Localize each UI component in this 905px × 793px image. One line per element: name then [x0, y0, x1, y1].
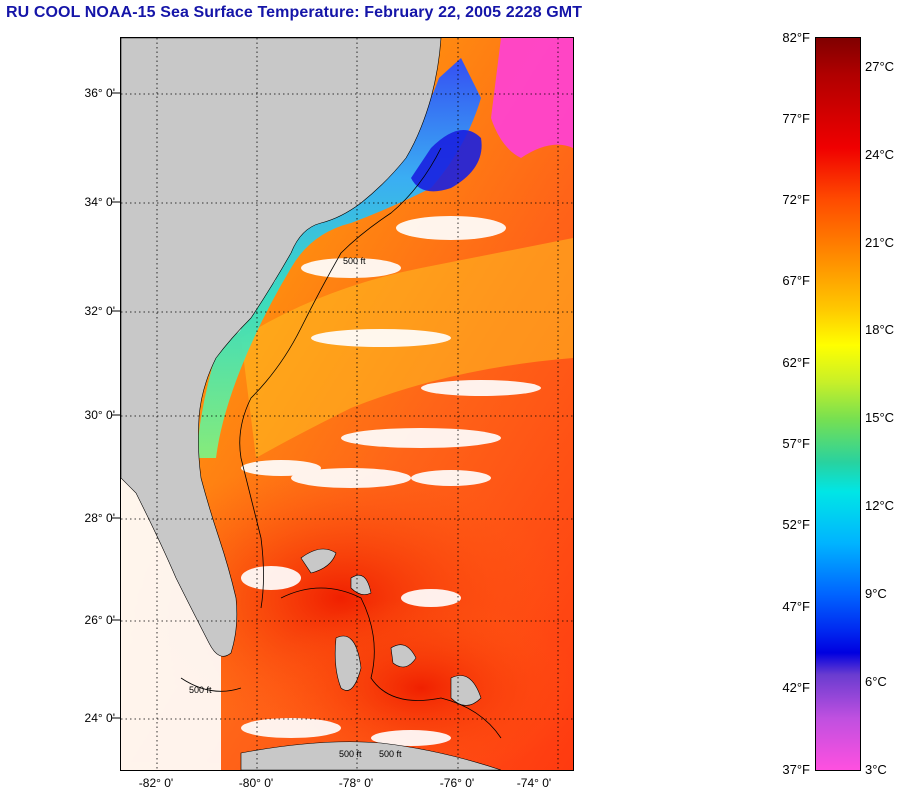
- land-mainland: [121, 38, 442, 657]
- colorbar-fahrenheit-label: 42°F: [782, 680, 810, 695]
- lon-label: -80° 0': [238, 776, 274, 790]
- colorbar-celsius-label: 24°C: [865, 147, 895, 162]
- warm-band: [241, 238, 573, 458]
- temperature-colorbar: [815, 37, 861, 771]
- colorbar-fahrenheit-label: 72°F: [782, 192, 810, 207]
- colorbar-celsius-label: 18°C: [865, 322, 895, 337]
- cold-water-region: [411, 130, 482, 192]
- colorbar-celsius-label: 12°C: [865, 498, 895, 513]
- colorbar-fahrenheit-label: 52°F: [782, 517, 810, 532]
- contour-label: 500 ft: [339, 749, 362, 759]
- contour-label: 500 ft: [379, 749, 402, 759]
- lon-label: -82° 0': [138, 776, 174, 790]
- colorbar-fahrenheit-label: 47°F: [782, 599, 810, 614]
- bathymetry-contour: [180, 147, 502, 739]
- land-cuba: [240, 741, 502, 770]
- map-title: RU COOL NOAA-15 Sea Surface Temperature:…: [6, 4, 583, 21]
- graticule: [121, 38, 573, 770]
- lat-label: 36° 0': [84, 86, 115, 100]
- colorbar-celsius-label: 3°C: [865, 762, 887, 777]
- colorbar-fahrenheit-label: 82°F: [782, 30, 810, 45]
- colorbar-celsius-label: 9°C: [865, 586, 887, 601]
- lon-label: -78° 0': [338, 776, 374, 790]
- sst-map-canvas: 500 ft 500 ft 500 ft 500 ft: [121, 38, 573, 770]
- shelf-water: [196, 58, 481, 458]
- lon-label: -74° 0': [516, 776, 552, 790]
- colorbar-celsius-label: 6°C: [865, 674, 887, 689]
- colorbar-fahrenheit-label: 77°F: [782, 111, 810, 126]
- lat-label: 34° 0': [84, 195, 115, 209]
- colorbar-fahrenheit-label: 57°F: [782, 436, 810, 451]
- cold-water-region: [491, 38, 573, 158]
- sst-map[interactable]: 500 ft 500 ft 500 ft 500 ft: [120, 37, 574, 771]
- colorbar-celsius-label: 27°C: [865, 59, 895, 74]
- lat-label: 24° 0': [84, 711, 115, 725]
- colorbar-fahrenheit-label: 62°F: [782, 355, 810, 370]
- colorbar-celsius-label: 15°C: [865, 410, 895, 425]
- colorbar-celsius-label: 21°C: [865, 235, 895, 250]
- lat-label: 26° 0': [84, 613, 115, 627]
- lat-ticks: [112, 92, 121, 719]
- contour-label: 500 ft: [189, 685, 212, 695]
- lat-label: 28° 0': [84, 511, 115, 525]
- land-bahamas: [300, 548, 482, 706]
- lat-label: 30° 0': [84, 408, 115, 422]
- lon-label: -76° 0': [439, 776, 475, 790]
- colorbar-fahrenheit-label: 37°F: [782, 762, 810, 777]
- colorbar-fahrenheit-label: 67°F: [782, 273, 810, 288]
- contour-label: 500 ft: [343, 256, 366, 266]
- lat-label: 32° 0': [84, 304, 115, 318]
